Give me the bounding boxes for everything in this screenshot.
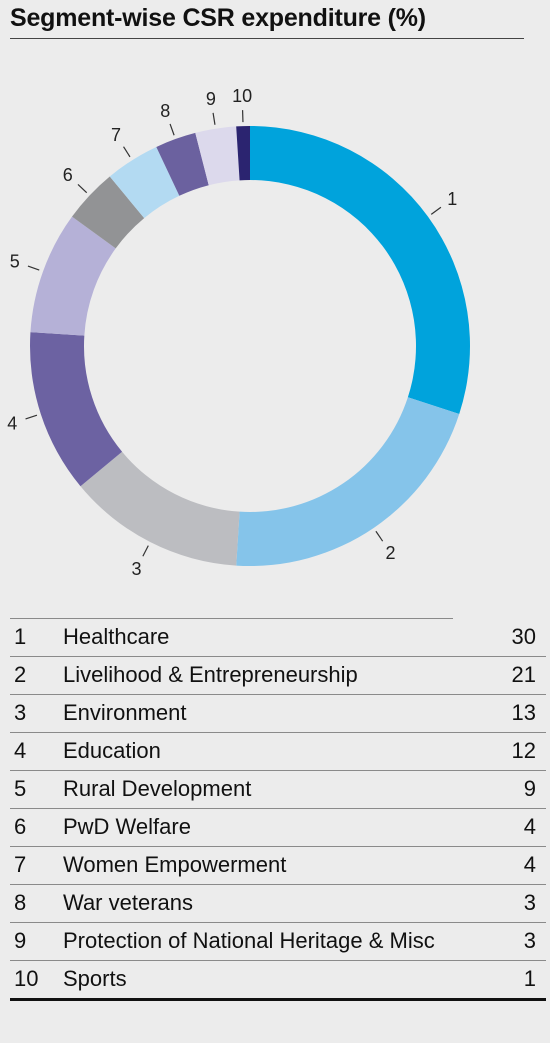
legend-label: Education [63,738,161,763]
donut-slice [250,126,470,414]
slice-number-label: 9 [206,89,216,109]
legend-row: 10 Sports 1 [10,961,546,1001]
legend-label: Rural Development [63,776,252,801]
legend-row: 3 Environment 13 [10,695,546,733]
slice-number-label: 1 [447,189,457,209]
title-divider [10,38,524,39]
legend-row: 6 PwD Welfare 4 [10,809,546,847]
legend-value: 3 [523,890,536,915]
slice-leader-line [142,545,149,557]
legend-number: 7 [14,852,27,877]
legend-row: 2 Livelihood & Entrepreneurship 21 [10,657,546,695]
legend-value: 30 [511,624,536,649]
legend-row: 7 Women Empowerment 4 [10,847,546,885]
slice-leader-line [77,184,88,194]
slice-leader-line [169,123,175,136]
legend-value: 9 [523,776,536,801]
donut-slice [30,216,116,336]
slice-number-label: 10 [232,86,252,106]
legend-label: Environment [63,700,187,725]
legend-table: 1 Healthcare 30 2 Livelihood & Entrepren… [10,619,546,1001]
legend-value: 21 [511,662,536,687]
legend-value: 3 [523,928,536,953]
legend-value: 12 [511,738,536,763]
legend-label: Protection of National Heritage & Misc [63,928,435,953]
legend-label: War veterans [63,890,194,915]
legend-number: 4 [14,738,27,763]
legend-row: 9 Protection of National Heritage & Misc… [10,923,546,961]
legend-label: Sports [63,966,127,991]
slice-number-label: 7 [111,125,121,145]
slice-number-label: 8 [160,101,170,121]
legend-number: 8 [14,890,27,915]
donut-slice [156,132,209,196]
slice-leader-line [27,265,40,271]
legend-value: 13 [511,700,536,725]
legend-label: Women Empowerment [63,852,287,877]
donut-slice [29,332,123,487]
slice-leader-line [25,414,38,420]
legend-value: 1 [523,966,536,991]
legend-row: 1 Healthcare 30 [10,619,546,657]
legend-number: 2 [14,662,27,687]
legend-value: 4 [523,814,536,839]
slice-number-label: 6 [63,165,73,185]
table-top-divider [10,618,453,619]
donut-slice [236,397,460,566]
donut-slice [72,176,145,249]
legend-number: 1 [14,624,27,649]
slice-leader-line [212,112,216,125]
donut-chart: 1 2 3 4 5 6 7 8 9 10 [7,86,470,579]
slice-leader-line [375,530,384,542]
legend-value: 4 [523,852,536,877]
legend-label: PwD Welfare [63,814,191,839]
legend-number: 6 [14,814,27,839]
donut-slice [80,451,240,566]
legend-number: 5 [14,776,27,801]
legend-number: 3 [14,700,27,725]
legend-label: Healthcare [63,624,170,649]
slice-number-label: 3 [131,559,141,579]
legend-row: 8 War veterans 3 [10,885,546,923]
slice-leader-line [430,206,442,215]
donut-slice [236,126,250,181]
legend-row: 4 Education 12 [10,733,546,771]
slice-number-label: 4 [7,413,17,433]
donut-slice [109,146,180,219]
slice-leader-line [123,146,131,158]
donut-slice [195,126,240,186]
slice-number-label: 5 [10,251,20,271]
legend-label: Livelihood & Entrepreneurship [63,662,358,687]
legend-row: 5 Rural Development 9 [10,771,546,809]
slice-number-label: 2 [386,543,396,563]
chart-title: Segment-wise CSR expenditure (%) [10,4,426,32]
legend-number: 9 [14,928,27,953]
legend-number: 10 [14,966,39,991]
